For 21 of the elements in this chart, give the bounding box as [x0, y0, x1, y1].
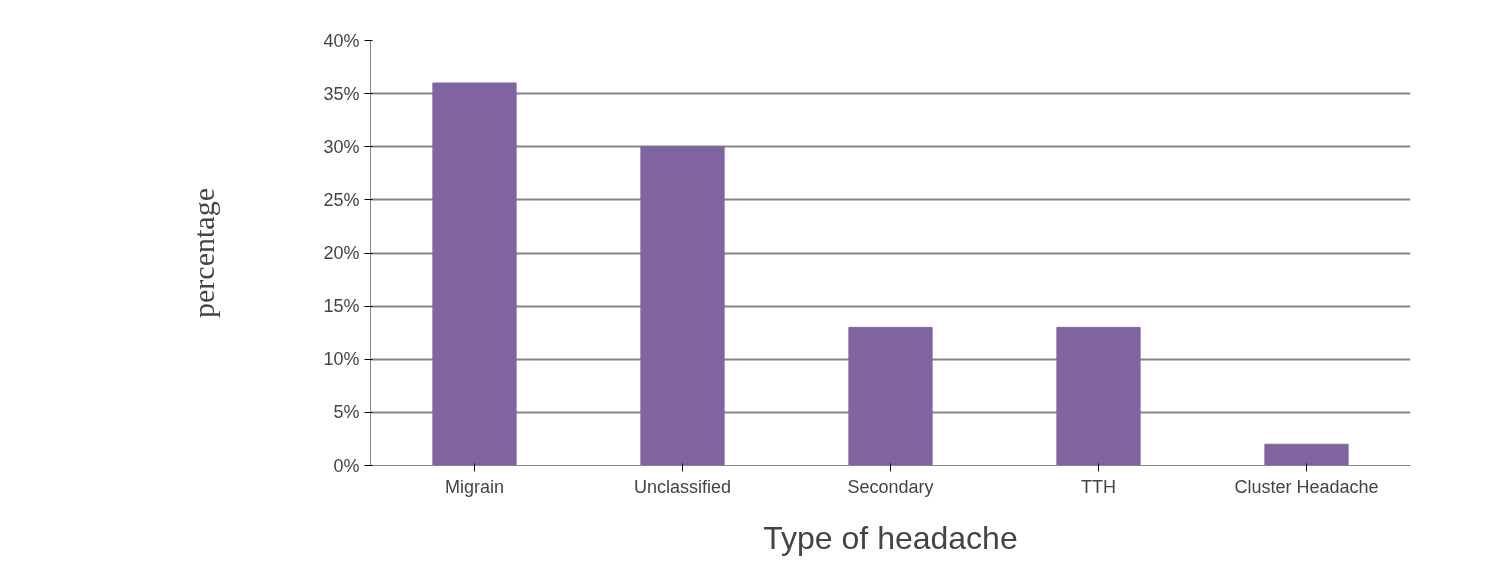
- y-tick-label: 35%: [323, 83, 360, 104]
- y-tick-label: 25%: [323, 189, 360, 210]
- x-tick-label: Secondary: [847, 476, 934, 497]
- y-axis-title: percentage: [187, 188, 221, 318]
- y-tick-label: 10%: [323, 349, 360, 370]
- x-tick-label: Migrain: [444, 476, 505, 497]
- x-axis-title: Type of headache: [763, 519, 1018, 556]
- bar: [1264, 443, 1349, 466]
- y-tick-label: 40%: [323, 30, 360, 51]
- bar: [432, 82, 517, 466]
- x-tick-label: Unclassified: [633, 476, 732, 497]
- y-tick-label: 30%: [323, 136, 360, 157]
- y-tick-label: 0%: [333, 455, 360, 476]
- bar: [640, 146, 725, 466]
- y-tick-label: 5%: [333, 402, 360, 423]
- y-tick-label: 15%: [323, 296, 360, 317]
- x-tick-label: TTH: [1081, 476, 1117, 497]
- x-tick-label: Cluster Headache: [1234, 476, 1379, 497]
- bar: [1056, 326, 1141, 466]
- bar: [848, 326, 933, 466]
- y-tick-label: 20%: [323, 243, 360, 263]
